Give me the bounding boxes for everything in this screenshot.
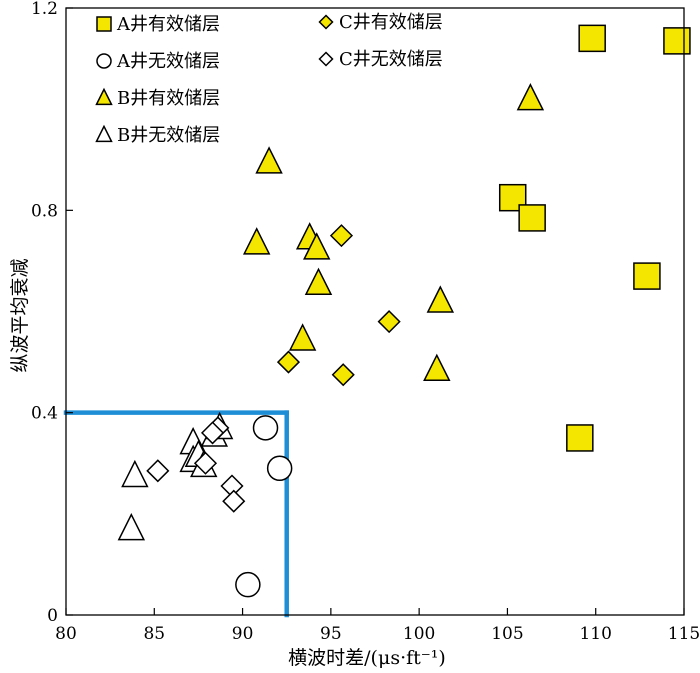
legend-label: A井无效储层	[116, 51, 220, 72]
data-point-circle-open	[235, 571, 261, 598]
data-point-triangle-filled	[255, 146, 283, 174]
data-point-square-filled	[663, 27, 691, 55]
x-axis-label: 横波时差/(μs·ft⁻¹)	[288, 647, 446, 669]
x-tick-label: 90	[232, 624, 254, 644]
legend-label: A井有效储层	[116, 14, 220, 35]
legend-label: C井无效储层	[339, 49, 443, 70]
data-point-square-filled	[578, 24, 606, 53]
y-tick-label: 0.4	[31, 404, 58, 424]
x-tick-label: 110	[579, 624, 611, 644]
x-tick-label: 100	[403, 624, 435, 644]
ticks: 80 85 90 95 100 105 110 115 0 0.4 0.8 1.2	[31, 0, 700, 644]
y-tick-label: 0.8	[31, 201, 58, 221]
data-point-circle-open	[266, 455, 293, 482]
cutoff-lines	[63, 410, 289, 618]
data-point-triangle-filled	[426, 285, 455, 313]
legend-marker-diamond-open	[318, 51, 334, 67]
data-point-triangle-filled	[423, 353, 451, 382]
data-point-square-filled	[498, 183, 527, 212]
data-point-diamond-filled	[377, 310, 401, 334]
data-point-triangle-filled	[242, 227, 271, 255]
x-tick-label: 105	[491, 624, 523, 644]
data-point-triangle-filled	[516, 82, 545, 111]
x-tick-label: 80	[55, 624, 77, 644]
x-tick-label: 115	[668, 624, 700, 644]
data-points	[117, 24, 691, 598]
legend-label: B井无效储层	[117, 125, 220, 146]
data-point-triangle-filled	[304, 267, 333, 296]
legend-marker-circle-open	[96, 53, 112, 69]
data-point-diamond-filled	[329, 224, 354, 248]
data-point-square-filled	[566, 424, 594, 452]
x-tick-label: 85	[143, 624, 165, 644]
legend-label: C井有效储层	[339, 12, 443, 33]
legend-label: B井有效储层	[117, 88, 220, 109]
legend-marker-diamond-filled	[318, 14, 334, 30]
data-point-diamond-filled	[331, 363, 355, 387]
plot-area-frame	[65, 7, 685, 616]
x-tick-label: 95	[320, 624, 342, 644]
legend: A井有效储层 A井无效储层 B井有效储层 B井无效储层 C井有效储层 C井无效储层	[95, 12, 443, 146]
data-point-diamond-open	[146, 459, 170, 483]
data-point-triangle-filled	[303, 232, 331, 260]
legend-marker-triangle-filled	[95, 87, 113, 106]
y-tick-label: 0	[47, 606, 58, 626]
data-point-triangle-filled	[288, 323, 317, 351]
data-point-triangle-open	[121, 459, 149, 488]
legend-marker-triangle-open	[95, 124, 113, 143]
data-point-square-filled	[518, 204, 546, 232]
data-point-diamond-filled	[276, 350, 301, 374]
data-point-diamond-open	[200, 421, 225, 445]
y-axis-label: 纵波平均衰减	[9, 258, 31, 372]
data-point-square-filled	[633, 262, 661, 290]
legend-marker-square-filled	[96, 16, 112, 32]
axes	[65, 7, 685, 616]
data-point-circle-open	[252, 415, 279, 441]
data-point-diamond-open	[193, 451, 218, 475]
data-point-diamond-open	[222, 489, 246, 513]
data-point-triangle-open	[117, 512, 146, 541]
y-tick-label: 1.2	[31, 0, 58, 19]
